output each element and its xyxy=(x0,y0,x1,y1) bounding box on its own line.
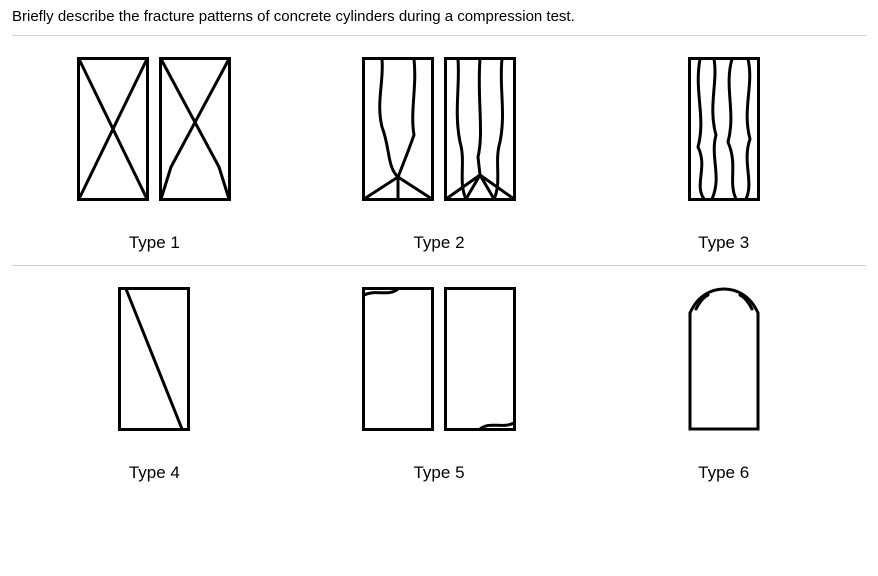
cylinder-diagram xyxy=(362,57,434,201)
fracture-type-group: Type 6 xyxy=(581,276,866,483)
type-label: Type 5 xyxy=(413,463,464,483)
fracture-type-group: Type 4 xyxy=(12,276,297,483)
cylinder-diagram xyxy=(159,57,231,201)
question-prompt: Briefly describe the fracture patterns o… xyxy=(12,8,866,25)
fracture-type-group: Type 2 xyxy=(297,46,582,253)
diagram-row: Type 4 Type 5 Type 6 xyxy=(12,266,866,491)
fracture-type-group: Type 1 xyxy=(12,46,297,253)
cylinder-set xyxy=(688,46,760,201)
type-label: Type 2 xyxy=(413,233,464,253)
type-label: Type 6 xyxy=(698,463,749,483)
diagram-row: Type 1 Type 2 Type 3 xyxy=(12,36,866,261)
fracture-type-group: Type 3 xyxy=(581,46,866,253)
cylinder-diagram xyxy=(444,57,516,201)
type-label: Type 4 xyxy=(129,463,180,483)
cylinder-set xyxy=(118,276,190,431)
type-label: Type 1 xyxy=(129,233,180,253)
cylinder-set xyxy=(77,46,231,201)
cylinder-diagram xyxy=(362,287,434,431)
cylinder-set xyxy=(688,276,760,431)
cylinder-set xyxy=(362,276,516,431)
cylinder-diagram xyxy=(688,57,760,201)
cylinder-set xyxy=(362,46,516,201)
cylinder-diagram xyxy=(444,287,516,431)
type-label: Type 3 xyxy=(698,233,749,253)
cylinder-diagram xyxy=(77,57,149,201)
diagram-rows: Type 1 Type 2 Type 3 Type 4 Type 5 Type 6 xyxy=(12,36,866,491)
cylinder-diagram xyxy=(688,287,760,431)
cylinder-diagram xyxy=(118,287,190,431)
fracture-type-group: Type 5 xyxy=(297,276,582,483)
